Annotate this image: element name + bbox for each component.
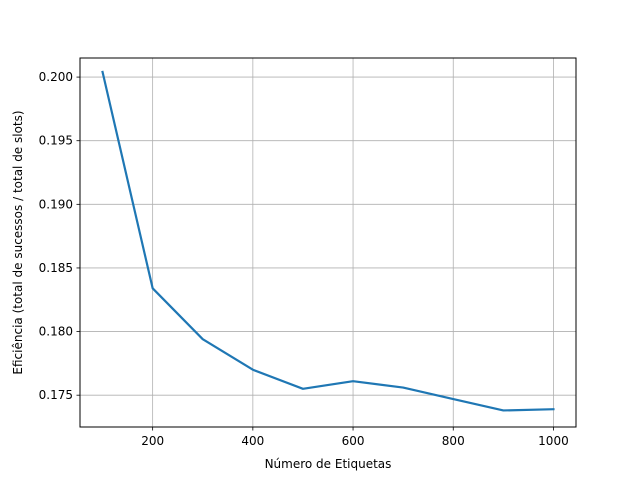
y-tick-label: 0.180: [39, 325, 73, 339]
y-tick-label: 0.175: [39, 388, 73, 402]
plot-area-frame: [79, 57, 577, 428]
x-tick-label: 1000: [538, 434, 569, 448]
y-axis-label: Eficiência (total de sucessos / total de…: [11, 110, 25, 374]
series-layer: [101, 70, 555, 412]
y-tick-label: 0.195: [39, 134, 73, 148]
y-tick-label: 0.185: [39, 261, 73, 275]
axis-ticks: 200 400 600 800 1000 0.175 0.180 0.185 0.190 0.19…: [39, 70, 569, 448]
grid: [80, 58, 576, 427]
series-line: [101, 70, 555, 412]
x-tick-label: 600: [342, 434, 365, 448]
y-tick-label: 0.200: [39, 70, 73, 84]
x-tick-label: 400: [241, 434, 264, 448]
x-tick-label: 200: [141, 434, 164, 448]
y-tick-label: 0.190: [39, 197, 73, 211]
x-tick-label: 800: [442, 434, 465, 448]
x-axis-label: Número de Etiquetas: [265, 457, 392, 471]
